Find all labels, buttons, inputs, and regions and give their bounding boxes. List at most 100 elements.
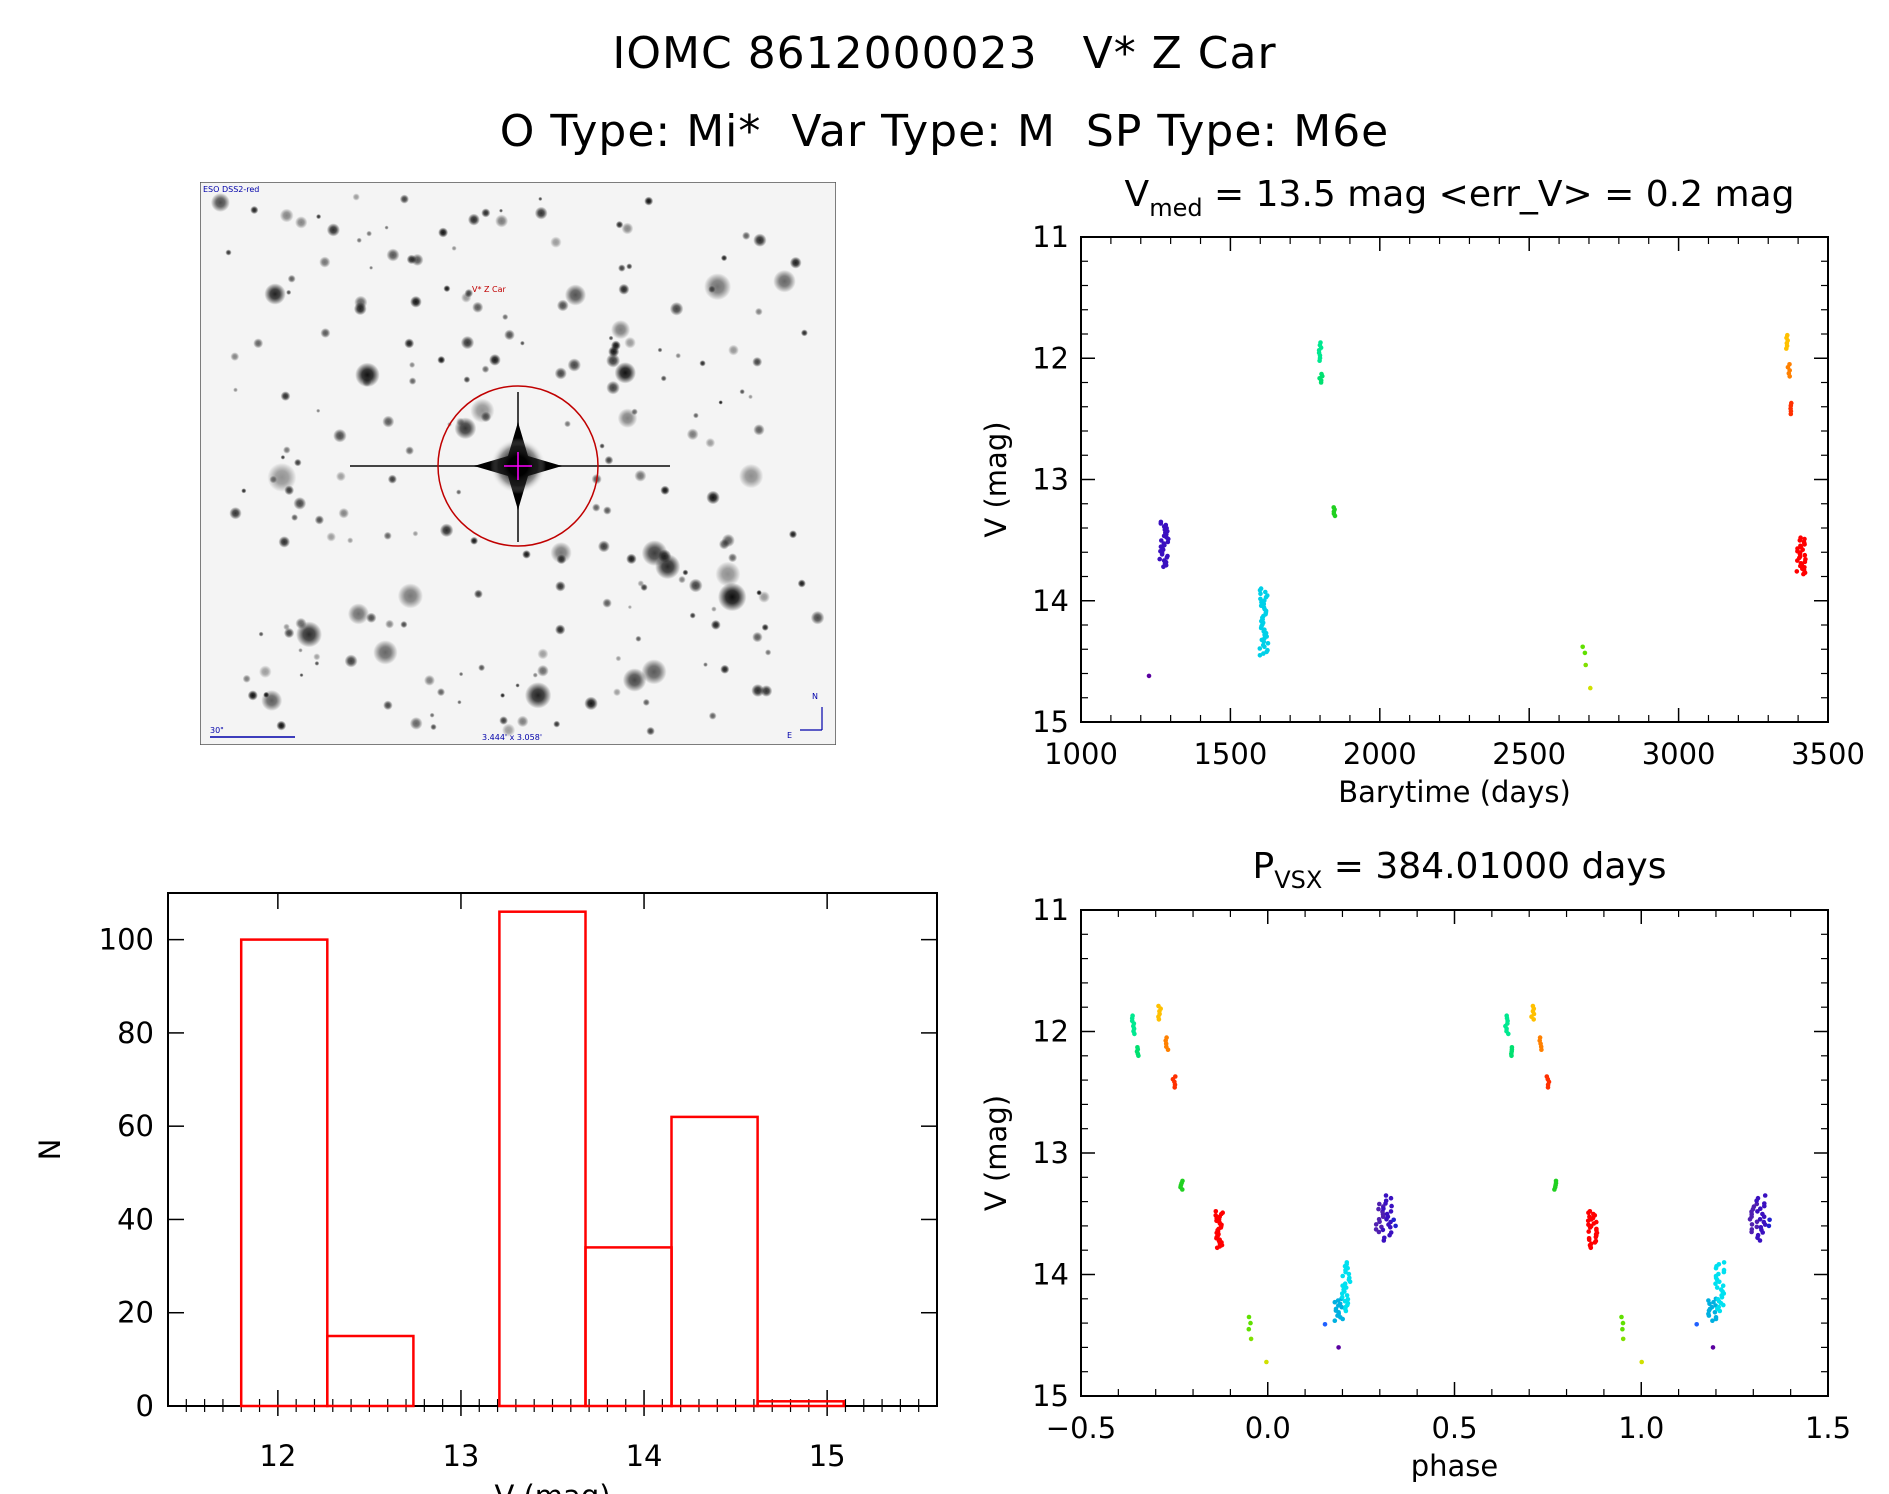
star bbox=[641, 659, 667, 685]
star bbox=[660, 375, 667, 382]
star-field bbox=[210, 193, 825, 737]
x-tick-label: 3000 bbox=[1642, 737, 1716, 771]
data-point bbox=[1802, 559, 1808, 565]
star bbox=[283, 623, 290, 631]
phased-chart: −0.5 0.0 0.5 1.0 1.5 11 12 13 14 15 PVSX = 384.010… bbox=[979, 846, 1851, 1483]
star bbox=[411, 253, 424, 266]
data-point bbox=[1381, 1238, 1387, 1243]
data-point bbox=[1264, 1359, 1269, 1365]
data-point bbox=[1802, 542, 1807, 547]
data-point bbox=[1587, 1225, 1593, 1230]
star bbox=[352, 193, 360, 201]
star bbox=[369, 265, 374, 270]
chart-title: PVSX = 384.01000 days bbox=[1253, 846, 1667, 894]
data-point bbox=[1619, 1314, 1624, 1320]
data-point bbox=[1248, 1336, 1254, 1342]
star bbox=[504, 329, 515, 341]
star bbox=[500, 692, 506, 698]
star bbox=[516, 715, 529, 728]
data-point bbox=[1373, 1222, 1379, 1227]
star bbox=[481, 365, 490, 373]
star bbox=[400, 620, 408, 629]
data-point bbox=[1762, 1193, 1768, 1198]
star bbox=[522, 550, 531, 559]
star bbox=[550, 542, 572, 564]
star bbox=[470, 536, 479, 545]
star bbox=[382, 415, 395, 428]
data-point bbox=[1620, 1336, 1626, 1342]
star bbox=[454, 417, 477, 440]
data-point bbox=[1760, 1230, 1765, 1235]
star bbox=[267, 462, 297, 492]
star bbox=[611, 320, 631, 340]
star bbox=[451, 245, 457, 251]
star bbox=[718, 400, 723, 405]
y-tick-label: 15 bbox=[1032, 1379, 1069, 1413]
data-point bbox=[1261, 639, 1267, 644]
star bbox=[618, 283, 630, 295]
star bbox=[356, 237, 362, 243]
star bbox=[773, 269, 796, 293]
data-point bbox=[1721, 1302, 1726, 1308]
data-point bbox=[1136, 1053, 1141, 1059]
star bbox=[326, 532, 336, 542]
data-point bbox=[1754, 1198, 1759, 1204]
plot-frame bbox=[167, 892, 938, 1407]
star bbox=[347, 537, 354, 544]
star bbox=[789, 256, 802, 269]
data-point bbox=[1713, 1316, 1719, 1322]
data-point bbox=[1588, 685, 1593, 691]
target-label: V* Z Car bbox=[472, 285, 507, 294]
star bbox=[555, 581, 566, 592]
data-point bbox=[1165, 539, 1171, 545]
compass-icon: N E bbox=[787, 692, 823, 740]
data-point bbox=[1340, 1283, 1345, 1288]
star bbox=[405, 446, 414, 455]
star bbox=[387, 474, 397, 484]
y-tick-label: 13 bbox=[1032, 1136, 1069, 1170]
star bbox=[788, 530, 798, 539]
star bbox=[640, 583, 648, 592]
star bbox=[728, 344, 739, 356]
star bbox=[703, 662, 708, 667]
star bbox=[443, 285, 451, 293]
y-tick-label: 60 bbox=[117, 1109, 154, 1143]
x-tick-label: 1000 bbox=[1044, 737, 1118, 771]
star bbox=[495, 214, 509, 228]
y-axis-label: V (mag) bbox=[979, 421, 1013, 537]
star bbox=[230, 352, 240, 361]
x-tick-label: 0.0 bbox=[1245, 1411, 1291, 1445]
star bbox=[362, 377, 372, 387]
data-point bbox=[1391, 1217, 1396, 1223]
star bbox=[502, 313, 509, 321]
data-point bbox=[1383, 1201, 1388, 1206]
data-point bbox=[1343, 1308, 1349, 1314]
star bbox=[753, 424, 765, 436]
star bbox=[641, 540, 668, 566]
star bbox=[373, 640, 398, 665]
star bbox=[499, 716, 508, 725]
data-point bbox=[1146, 673, 1152, 679]
star bbox=[626, 263, 633, 270]
star bbox=[751, 684, 765, 697]
data-point bbox=[1721, 1269, 1727, 1275]
y-tick-label: 0 bbox=[136, 1389, 154, 1423]
data-point bbox=[1158, 521, 1164, 526]
star bbox=[470, 398, 495, 423]
star bbox=[682, 569, 689, 576]
data-point bbox=[1376, 1229, 1382, 1235]
data-point bbox=[1620, 1326, 1625, 1332]
data-point bbox=[1164, 555, 1170, 560]
star bbox=[608, 335, 614, 341]
star bbox=[241, 488, 247, 494]
data-point bbox=[1694, 1322, 1699, 1327]
data-point bbox=[1339, 1291, 1345, 1296]
data-point bbox=[1593, 1234, 1599, 1240]
data-point bbox=[1766, 1223, 1772, 1229]
star bbox=[410, 295, 422, 308]
y-tick-label: 11 bbox=[1032, 893, 1069, 927]
star bbox=[409, 717, 423, 730]
star bbox=[314, 661, 320, 666]
data-point bbox=[1257, 653, 1263, 658]
star bbox=[752, 356, 763, 367]
